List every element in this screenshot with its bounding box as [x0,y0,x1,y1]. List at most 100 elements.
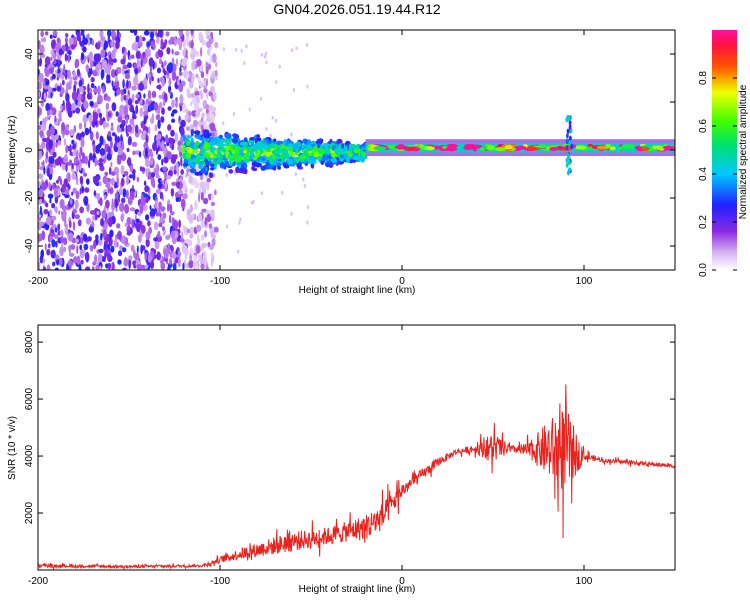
spectrogram-cell [187,208,190,215]
spectrogram-cell [46,167,50,177]
spectrogram-cell [204,230,207,238]
spectrogram-cell [170,112,174,117]
colorbar-tick-label: 0.8 [698,71,709,85]
spectrogram-cell [190,41,194,49]
spectrogram-cell [231,149,236,155]
spectrogram-cell [306,220,309,225]
spectrogram-cell [149,31,155,39]
spectrogram-cell [566,133,569,139]
spectrogram-cell [114,91,117,97]
spectrogram-cell [62,157,68,163]
spectrogram-cell [179,79,182,84]
spectrogram-cell [200,183,205,189]
spectrogram-cell [271,142,275,148]
spectrogram-cell [557,146,563,151]
spectrogram-cell [162,166,167,172]
spectrogram-cell [210,252,214,258]
spectrogram-cell [143,266,146,270]
spectrogram-cell [89,210,96,215]
spectrogram-cell [211,193,214,201]
spectrogram-cell [84,200,88,206]
spectrogram-cell [80,95,84,101]
snr-line-area [38,384,675,570]
spectrogram-cell [117,147,123,156]
spectrogram-cell [130,244,135,252]
spectrogram-cell [307,153,313,157]
spectrogram-cell [187,92,192,99]
spectrogram-cell [65,188,70,195]
spectrogram-cell [110,126,114,132]
spectrogram-cell [204,217,207,226]
spectrogram-cell [94,101,99,108]
spectrogram-cell [106,112,112,117]
spectrogram-cell [43,37,46,43]
spectrogram-cell [170,188,175,197]
spectrogram-cell [83,249,86,257]
spectrogram-cell [143,103,149,111]
spectrogram-cell [171,48,174,55]
spectrogram-cell [40,249,44,259]
spectrogram-cell [205,158,209,166]
spectrogram-cell [186,126,190,131]
spectrogram-cell [479,147,486,151]
spectrogram-cell [168,77,172,87]
spectrogram-cell [85,266,91,270]
spectrogram-cell [180,198,186,209]
spectrogram-cell [57,156,63,165]
spectrogram-cell [54,195,59,204]
spectrogram-cell [58,48,63,56]
spectrogram-cell [200,263,205,270]
spectrogram-cell [99,197,103,207]
spectrogram-cell [174,51,180,56]
spectrogram-cell [111,102,117,112]
spectrogram-cell [259,96,263,101]
spectrogram-cell [51,215,57,221]
spectrogram-cell [52,182,55,190]
spectrogram-cell [88,53,93,62]
spectrogram-cell [131,141,138,147]
spectrogram-cell [139,204,144,215]
colorbar-tick-label: 0.0 [698,263,709,277]
spectrogram-cell [117,156,122,165]
spectrogram-cell [116,241,119,248]
spectrogram-cell [206,91,209,100]
spectrogram-cell [97,94,103,104]
spectrogram-cell [176,181,181,189]
spectrogram-cell [52,151,57,158]
spectrogram-cell [144,252,148,262]
spectrogram-cell [38,188,44,198]
spectrogram-cell [92,143,96,154]
spectrogram-cell [157,145,160,152]
spectrogram-cell [152,142,157,152]
spectrogram-cell [67,54,70,63]
spectrogram-cell [87,236,92,242]
spectrogram-cell [110,177,115,186]
spectrogram-cell [182,183,187,191]
spectrogram-cell [225,173,228,177]
spectrogram-cell [125,116,128,125]
spectrogram-cell [181,231,184,240]
spectrogram-cell [116,136,121,143]
spectrogram-cell [76,149,79,158]
spectrogram-cell [65,145,68,154]
spectrogram-cell [59,246,64,257]
spectrogram-cell [88,226,95,233]
spectrogram-cell [121,235,126,245]
spectrogram-cell [135,94,140,99]
spectrogram-cell [124,171,129,176]
spectrogram-cell [143,116,147,125]
spectrogram-cell [69,264,72,270]
spectrogram-cell [194,264,199,270]
spectrogram-xtick-label: 100 [576,276,593,287]
spectrogram-cell [188,158,193,164]
spectrogram-cell [225,224,229,229]
spectrogram-cell [131,93,135,103]
spectrogram-cell [55,240,58,248]
spectrogram-cell [51,203,56,209]
spectrogram-cell [234,147,240,152]
spectrogram-cell [79,248,85,259]
spectrogram-cell [44,77,48,82]
spectrogram-cell [313,151,319,158]
spectrogram-cell [38,200,42,205]
spectrogram-cell [49,156,55,165]
